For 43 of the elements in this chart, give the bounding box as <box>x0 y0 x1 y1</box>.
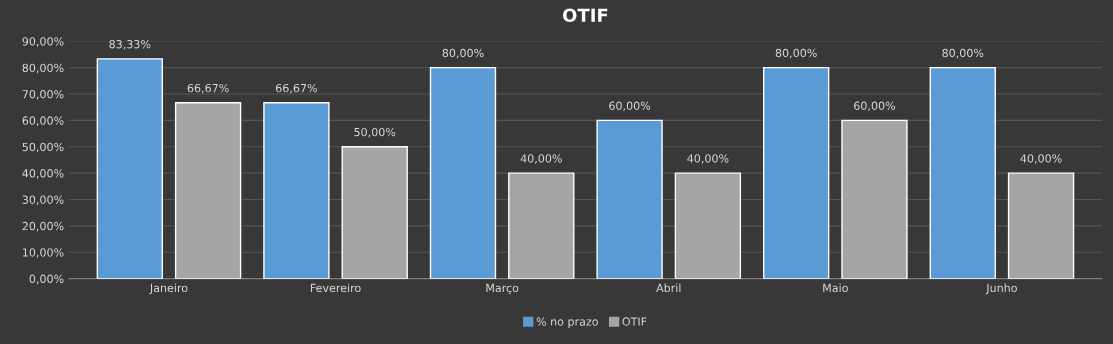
bar <box>341 146 408 279</box>
data-label: 80,00% <box>442 48 484 59</box>
legend-label: OTIF <box>622 317 647 326</box>
x-tick-label: Março <box>486 283 519 295</box>
y-tick-label: 70,00% <box>22 90 64 100</box>
bar <box>508 172 575 279</box>
y-tick-label: 40,00% <box>22 169 64 179</box>
bar <box>263 102 330 279</box>
data-label: 40,00% <box>687 154 729 164</box>
y-tick-label: 20,00% <box>22 221 64 232</box>
data-label: 40,00% <box>520 154 562 164</box>
data-label: 66,67% <box>187 83 229 94</box>
y-tick-label: 60,00% <box>22 116 64 126</box>
y-tick-label: 30,00% <box>22 195 64 206</box>
x-tick-label: Abril <box>656 283 681 293</box>
data-label: 60,00% <box>854 101 896 112</box>
data-label: 66,67% <box>276 83 317 94</box>
bar <box>96 58 163 279</box>
y-tick-label: 50,00% <box>22 142 64 153</box>
y-tick-label: 0,00% <box>29 274 64 285</box>
data-label: 83,33% <box>109 39 151 50</box>
data-label: 50,00% <box>354 127 396 138</box>
y-tick-label: 80,00% <box>22 63 64 74</box>
x-tick-label: Maio <box>823 283 848 293</box>
bar <box>762 66 830 279</box>
data-label: 80,00% <box>942 48 984 59</box>
bar <box>674 172 742 279</box>
bar <box>1007 172 1075 279</box>
bar <box>429 66 497 279</box>
bar <box>929 66 996 279</box>
legend-label: % no prazo <box>536 317 598 328</box>
y-tick-label: 90,00% <box>22 37 64 47</box>
x-tick-label: Fevereiro <box>310 283 361 293</box>
x-tick-label: Junho <box>985 283 1017 295</box>
bar <box>596 119 663 279</box>
chart-title: OTIF <box>562 8 608 23</box>
data-label: 80,00% <box>775 48 817 59</box>
data-label: 60,00% <box>609 101 651 112</box>
x-tick-label: Janeiro <box>149 283 188 295</box>
bar <box>841 119 908 279</box>
data-label: 40,00% <box>1020 154 1062 164</box>
y-tick-label: 10,00% <box>23 248 64 258</box>
bar <box>174 102 242 279</box>
